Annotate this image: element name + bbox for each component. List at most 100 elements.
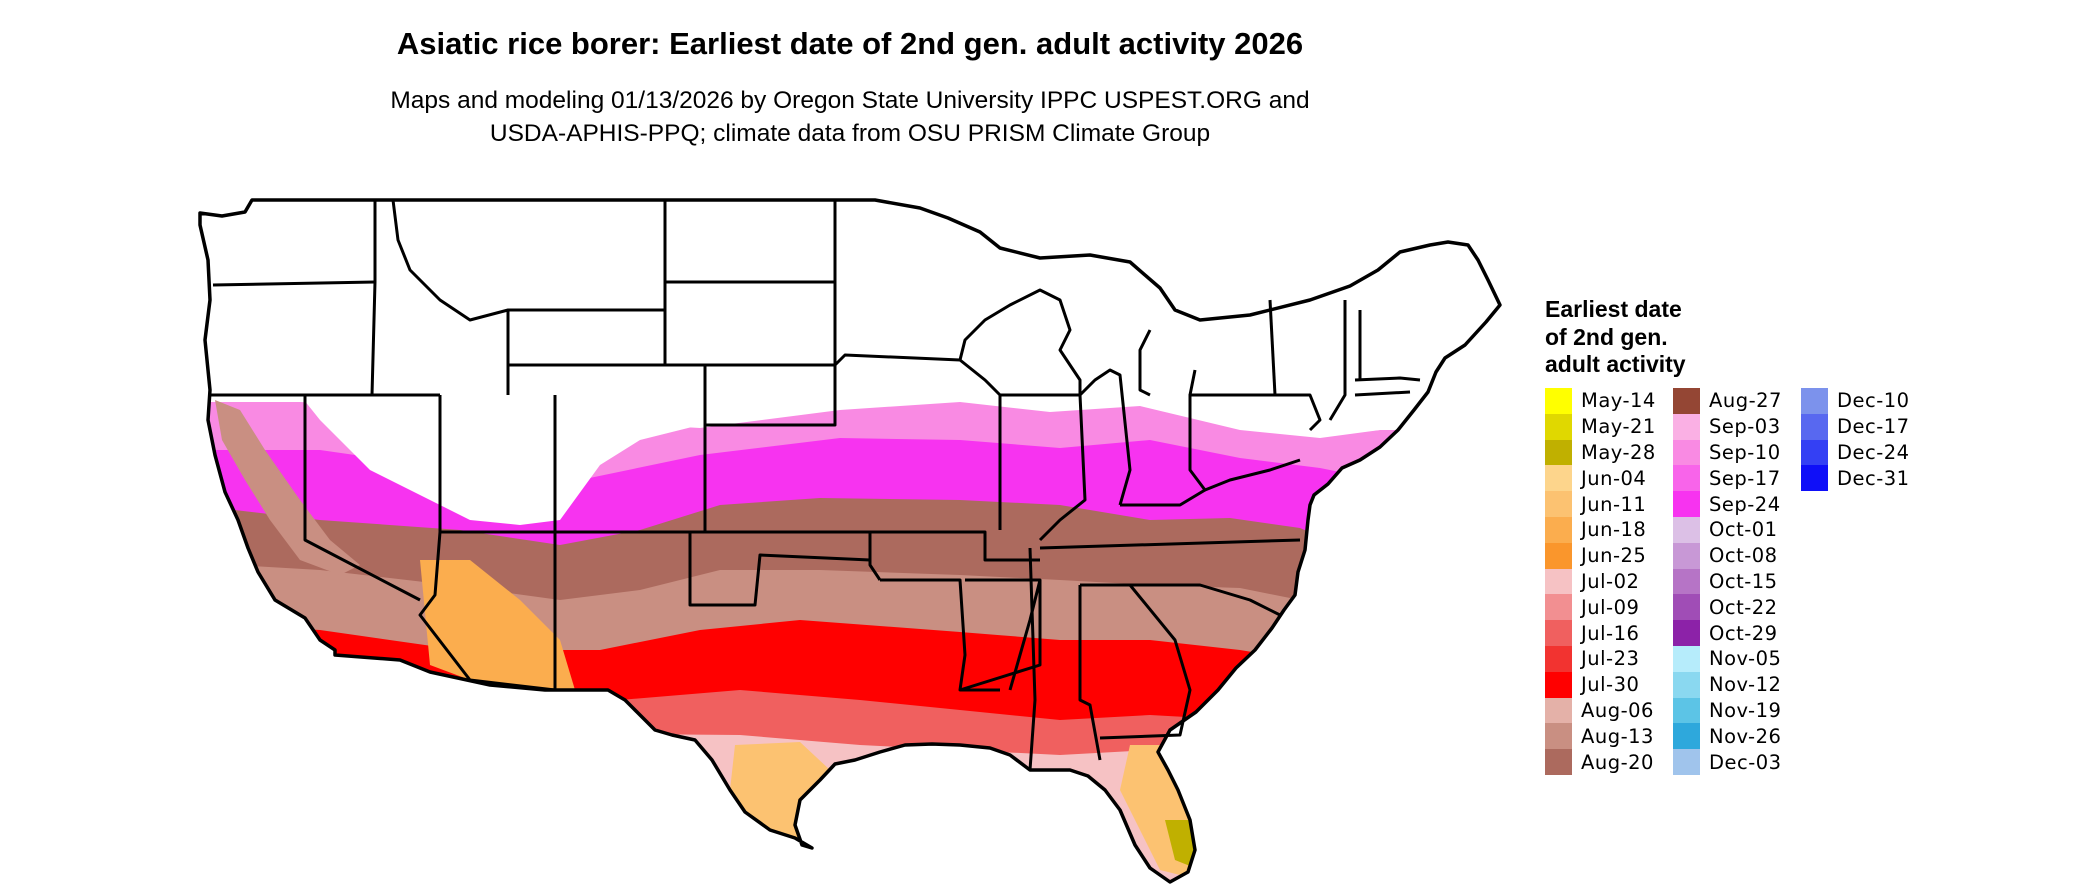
legend-swatch [1545, 568, 1572, 595]
legend-label: Dec-17 [1837, 415, 1910, 439]
legend-item: Aug-20 [1545, 749, 1656, 775]
legend-label: May-28 [1581, 440, 1656, 464]
legend-item: Sep-17 [1673, 465, 1782, 492]
legend-label: Oct-08 [1709, 544, 1778, 568]
legend-label: Jun-25 [1581, 544, 1647, 568]
map-title: Asiatic rice borer: Earliest date of 2nd… [396, 26, 1304, 61]
legend-label: Oct-01 [1709, 518, 1778, 542]
legend-label: Jun-18 [1581, 518, 1647, 542]
legend-item: Dec-10 [1801, 388, 1910, 414]
legend-swatch [1545, 594, 1572, 621]
legend-label: Dec-31 [1837, 466, 1910, 490]
legend-swatch [1673, 439, 1700, 466]
legend-item: Jul-09 [1545, 594, 1656, 621]
legend-column-1: May-14 May-21 May-28 Jun-04 Jun-11 Jun-18 Jun-… [1545, 388, 1656, 775]
legend-item: Jul-30 [1545, 671, 1656, 698]
state-boundaries [208, 199, 1421, 771]
legend-label: Jul-30 [1581, 673, 1640, 697]
legend-swatch [1801, 388, 1828, 414]
legend-label: Nov-12 [1709, 673, 1782, 697]
legend-item: Aug-06 [1545, 697, 1656, 724]
legend-item: Oct-29 [1673, 620, 1782, 646]
legend-label: Aug-13 [1581, 724, 1654, 748]
legend-item: Aug-27 [1673, 388, 1782, 414]
legend-label: Oct-29 [1709, 621, 1778, 645]
legend-item: May-14 [1545, 388, 1656, 414]
legend-label: Jun-04 [1581, 466, 1647, 490]
legend-title: Earliest date of 2nd gen. adult activity [1545, 296, 1686, 379]
legend-label: Nov-05 [1709, 647, 1782, 671]
legend-label: Sep-10 [1709, 440, 1781, 464]
legend-swatch [1801, 413, 1828, 440]
legend-label: Dec-24 [1837, 440, 1910, 464]
legend-title-line: Earliest date [1545, 296, 1682, 322]
legend-item: May-28 [1545, 439, 1656, 466]
activity-zones [200, 400, 1500, 882]
legend-item: Oct-15 [1673, 568, 1782, 595]
legend-swatch [1673, 516, 1700, 543]
legend-swatch [1545, 749, 1572, 775]
legend-label: Jul-16 [1581, 621, 1640, 645]
legend-swatch [1673, 594, 1700, 621]
legend-item: Jul-23 [1545, 645, 1656, 672]
legend-item: Jun-18 [1545, 516, 1656, 543]
legend-swatch [1545, 542, 1572, 569]
legend-swatch [1673, 723, 1700, 750]
legend-swatch [1673, 697, 1700, 724]
legend-item: Dec-03 [1673, 749, 1782, 775]
legend-label: Sep-24 [1709, 492, 1781, 516]
legend-swatch [1545, 723, 1572, 750]
legend-label: Oct-22 [1709, 595, 1778, 619]
legend-item: Oct-22 [1673, 594, 1782, 621]
legend-swatch [1545, 388, 1572, 414]
map-subtitle: Maps and modeling 01/13/2026 by Oregon S… [0, 84, 1700, 150]
legend-label: Dec-10 [1837, 389, 1910, 413]
legend-swatch [1545, 491, 1572, 517]
legend-swatch [1545, 516, 1572, 543]
legend-column-3: Dec-10 Dec-17 Dec-24 Dec-31 [1801, 388, 1910, 492]
legend-label: Aug-06 [1581, 698, 1654, 722]
legend-item: Jun-11 [1545, 491, 1656, 517]
legend-swatch [1545, 671, 1572, 698]
legend-swatch [1673, 749, 1700, 775]
legend-item: Dec-24 [1801, 439, 1910, 466]
legend-label: Sep-17 [1709, 466, 1781, 490]
subtitle-line-1: Maps and modeling 01/13/2026 by Oregon S… [390, 87, 1310, 114]
legend-swatch [1673, 388, 1700, 414]
legend-swatch [1545, 465, 1572, 492]
legend-swatch [1801, 465, 1828, 492]
legend-title-line: adult activity [1545, 351, 1686, 377]
legend-item: Sep-10 [1673, 439, 1782, 466]
legend-label: Dec-03 [1709, 750, 1782, 774]
legend-item: May-21 [1545, 413, 1656, 440]
legend-item: Oct-08 [1673, 542, 1782, 569]
legend-item: Nov-12 [1673, 671, 1782, 698]
legend-swatch [1673, 413, 1700, 440]
legend-item: Nov-26 [1673, 723, 1782, 750]
legend-label: Aug-27 [1709, 389, 1782, 413]
legend-label: May-14 [1581, 389, 1656, 413]
legend-item: Sep-03 [1673, 413, 1782, 440]
legend-label: May-21 [1581, 415, 1656, 439]
legend-swatch [1545, 439, 1572, 466]
us-activity-map [198, 198, 1502, 884]
legend-item: Nov-19 [1673, 697, 1782, 724]
legend-label: Sep-03 [1709, 415, 1781, 439]
legend-swatch [1673, 465, 1700, 492]
subtitle-line-2: USDA-APHIS-PPQ; climate data from OSU PR… [489, 120, 1211, 147]
legend-label: Jul-02 [1581, 569, 1640, 593]
legend-item: Sep-24 [1673, 491, 1782, 517]
legend-swatch [1673, 491, 1700, 517]
legend-item: Jun-25 [1545, 542, 1656, 569]
legend-label: Oct-15 [1709, 569, 1778, 593]
legend-swatch [1545, 697, 1572, 724]
legend-swatch [1673, 542, 1700, 569]
legend-item: Jul-02 [1545, 568, 1656, 595]
legend-item: Dec-17 [1801, 413, 1910, 440]
legend-label: Nov-19 [1709, 698, 1782, 722]
legend-column-2: Aug-27 Sep-03 Sep-10 Sep-17 Sep-24 Oct-01 Oct-… [1673, 388, 1782, 775]
legend-item: Aug-13 [1545, 723, 1656, 750]
legend-label: Jul-09 [1581, 595, 1640, 619]
legend-swatch [1545, 620, 1572, 646]
legend-item: Dec-31 [1801, 465, 1910, 492]
